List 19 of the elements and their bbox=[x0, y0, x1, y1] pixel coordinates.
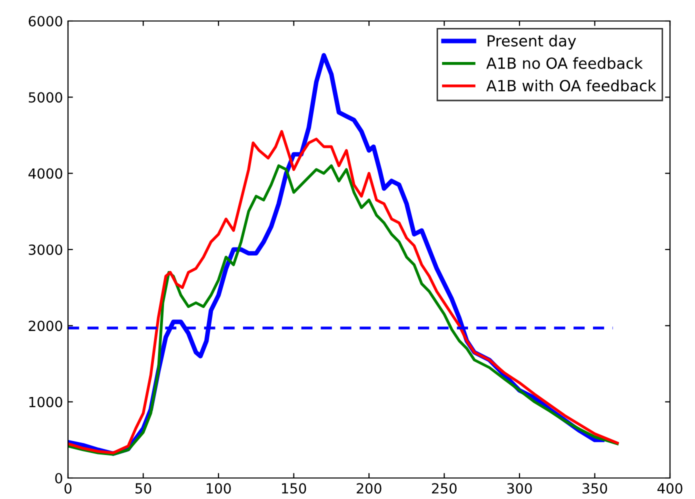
x-tick-label: 250 bbox=[432, 483, 457, 494]
legend-label: A1B with OA feedback bbox=[486, 80, 656, 92]
y-tick-label: 2000 bbox=[28, 320, 62, 332]
y-tick-label: 0 bbox=[55, 472, 62, 484]
y-tick-label: 6000 bbox=[28, 16, 62, 26]
x-tick-label: 200 bbox=[356, 483, 382, 494]
y-tick-label: 3000 bbox=[28, 244, 62, 255]
x-tick-label: 300 bbox=[507, 483, 532, 494]
y-tick-label: 1000 bbox=[29, 396, 62, 408]
x-tick-label: 350 bbox=[582, 483, 608, 494]
y-tick-label: 4000 bbox=[28, 168, 62, 179]
legend-label: Present day bbox=[488, 34, 576, 50]
legend-label: A1B no OA feedback bbox=[486, 57, 643, 69]
x-tick-label: 400 bbox=[657, 483, 682, 494]
x-tick-label: 100 bbox=[206, 483, 231, 494]
y-tick-label: 5000 bbox=[28, 92, 62, 103]
x-tick-label: 50 bbox=[135, 483, 152, 494]
x-tick-label: 0 bbox=[64, 483, 72, 494]
x-tick-label: 150 bbox=[282, 483, 306, 494]
